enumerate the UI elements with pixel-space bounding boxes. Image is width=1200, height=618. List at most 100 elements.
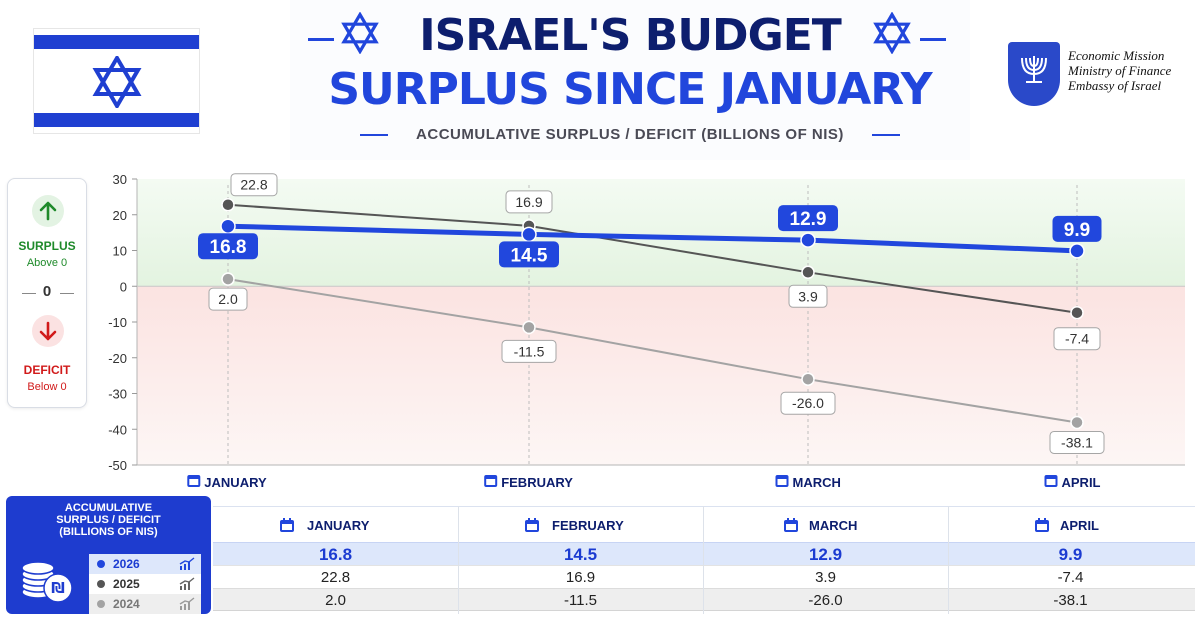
data-point-2026 <box>1069 243 1085 259</box>
page-title-line-2: SURPLUS SINCE JANUARY <box>328 64 932 115</box>
table-divider <box>703 506 704 614</box>
series-2024-line <box>227 278 1078 424</box>
y-tick-label: -40 <box>108 422 127 437</box>
y-tick-label: 0 <box>120 279 127 294</box>
shekel-coins-icon: ₪ <box>21 561 73 603</box>
x-tick-label: JANUARY <box>204 475 267 490</box>
table-title-line: SURPLUS / DEFICIT <box>56 514 161 526</box>
table-header-february: FEBRUARY <box>458 507 703 543</box>
zero-dash-right <box>60 293 74 294</box>
state-emblem-logo <box>1008 42 1060 106</box>
surplus-sublabel: Above 0 <box>26 257 68 269</box>
table-row-2024: 2.0 -11.5 -26.0 -38.1 <box>213 588 1195 611</box>
data-label-box-2026 <box>198 233 258 260</box>
data-label-2025: 22.8 <box>240 177 267 193</box>
table-header-row: JANUARY FEBRUARY MARCH APRIL <box>213 506 1195 542</box>
deficit-sublabel: Below 0 <box>27 381 67 393</box>
table-header-january: JANUARY <box>213 507 458 543</box>
data-label-box-2024 <box>208 287 248 311</box>
series-2026-dot <box>97 560 105 568</box>
data-label-2024: 2.0 <box>218 291 238 307</box>
data-label-2024: -38.1 <box>1061 434 1093 450</box>
series-2024-dot <box>97 600 105 608</box>
deficit-arrow <box>32 315 64 347</box>
month-label: JANUARY <box>307 518 370 533</box>
data-label-2026: 16.8 <box>210 237 247 258</box>
table-cell: 2.0 <box>325 592 346 609</box>
data-label-box-2024 <box>780 391 836 415</box>
y-tick-label: -10 <box>108 315 127 330</box>
y-tick-label: -50 <box>108 458 127 473</box>
data-point-2024 <box>221 272 235 286</box>
data-label-box-2025 <box>230 173 278 197</box>
flag-stripe-bottom <box>34 113 199 127</box>
table-cell: 22.8 <box>320 569 351 586</box>
table-divider <box>458 506 459 614</box>
month-label: FEBRUARY <box>552 518 624 533</box>
data-label-2025: -7.4 <box>1065 331 1089 347</box>
calendar-icon-page <box>486 479 496 485</box>
data-point-2024 <box>801 372 815 386</box>
data-label-2024: -11.5 <box>514 343 545 359</box>
data-point-2025 <box>1070 305 1084 320</box>
legend-2026: 2026 <box>89 554 201 574</box>
table-cell: 9.9 <box>1058 545 1083 564</box>
svg-text:₪: ₪ <box>51 579 65 597</box>
data-label-2026: 9.9 <box>1064 220 1090 241</box>
flag-stripe-top <box>34 35 199 49</box>
table-title-line: ACCUMULATIVE <box>64 502 153 514</box>
data-label-2024: -26.0 <box>792 395 824 411</box>
data-label-box-2025 <box>788 284 828 308</box>
arrow-down-icon <box>39 321 57 341</box>
legend-2025: 2025 <box>89 574 201 594</box>
year-label: 2026 <box>113 557 140 571</box>
zero-label: 0 <box>42 283 52 300</box>
chart-subtitle: ACCUMULATIVE SURPLUS / DEFICIT (BILLIONS… <box>416 126 844 143</box>
y-tick-label: 20 <box>113 208 127 223</box>
table-title: ACCUMULATIVE SURPLUS / DEFICIT (BILLIONS… <box>6 502 211 538</box>
arrow-up-icon <box>39 201 57 221</box>
x-tick-label: FEBRUARY <box>501 475 573 490</box>
data-label-2026: 14.5 <box>511 245 548 266</box>
title-dash-left <box>308 38 334 41</box>
israel-flag <box>33 28 200 134</box>
calendar-icon <box>280 518 294 532</box>
table-cell: 14.5 <box>563 545 598 564</box>
table-cell: 3.9 <box>815 569 836 586</box>
data-label-box-2026 <box>1052 215 1102 242</box>
data-label-2025: 16.9 <box>515 194 542 210</box>
calendar-icon <box>187 475 201 487</box>
legend-2024: 2024 <box>89 594 201 614</box>
organization-names: Economic Mission Ministry of Finance Emb… <box>1068 48 1171 93</box>
table-grid: JANUARY FEBRUARY MARCH APRIL 16.8 14.5 1… <box>213 506 1195 614</box>
x-tick-label: APRIL <box>1062 475 1101 490</box>
calendar-icon-page <box>1046 479 1056 485</box>
x-tick-label: MARCH <box>793 475 841 490</box>
menorah-icon <box>1021 56 1047 83</box>
data-label-box-2026 <box>778 205 838 232</box>
data-point-2026 <box>220 218 236 234</box>
org-line: Embassy of Israel <box>1068 78 1162 93</box>
org-line: Economic Mission <box>1068 48 1165 63</box>
table-cell: 12.9 <box>808 545 843 564</box>
data-table: ACCUMULATIVE SURPLUS / DEFICIT (BILLIONS… <box>0 494 1200 618</box>
table-cell: -7.4 <box>1057 569 1084 586</box>
deficit-zone <box>137 286 1185 465</box>
title-dash-right <box>920 38 946 41</box>
zero-dash-left <box>22 293 36 294</box>
table-title-line: (BILLIONS OF NIS) <box>59 526 158 538</box>
data-label-box-2024 <box>1049 430 1105 454</box>
table-cell: -26.0 <box>808 592 843 609</box>
surplus-deficit-legend: SURPLUS Above 0 0 DEFICIT Below 0 <box>7 178 87 408</box>
star-of-david-icon <box>873 12 911 54</box>
calendar-icon <box>484 475 498 487</box>
y-tick-label: 30 <box>113 172 127 187</box>
series-2025-dot <box>97 580 105 588</box>
month-label: MARCH <box>809 518 858 533</box>
trend-chart-icon <box>179 557 195 570</box>
data-label-2025: 3.9 <box>798 288 818 304</box>
calendar-icon <box>525 518 539 532</box>
calendar-icon <box>1044 475 1058 487</box>
calendar-icon <box>1035 518 1049 532</box>
table-cell: -11.5 <box>563 592 598 609</box>
